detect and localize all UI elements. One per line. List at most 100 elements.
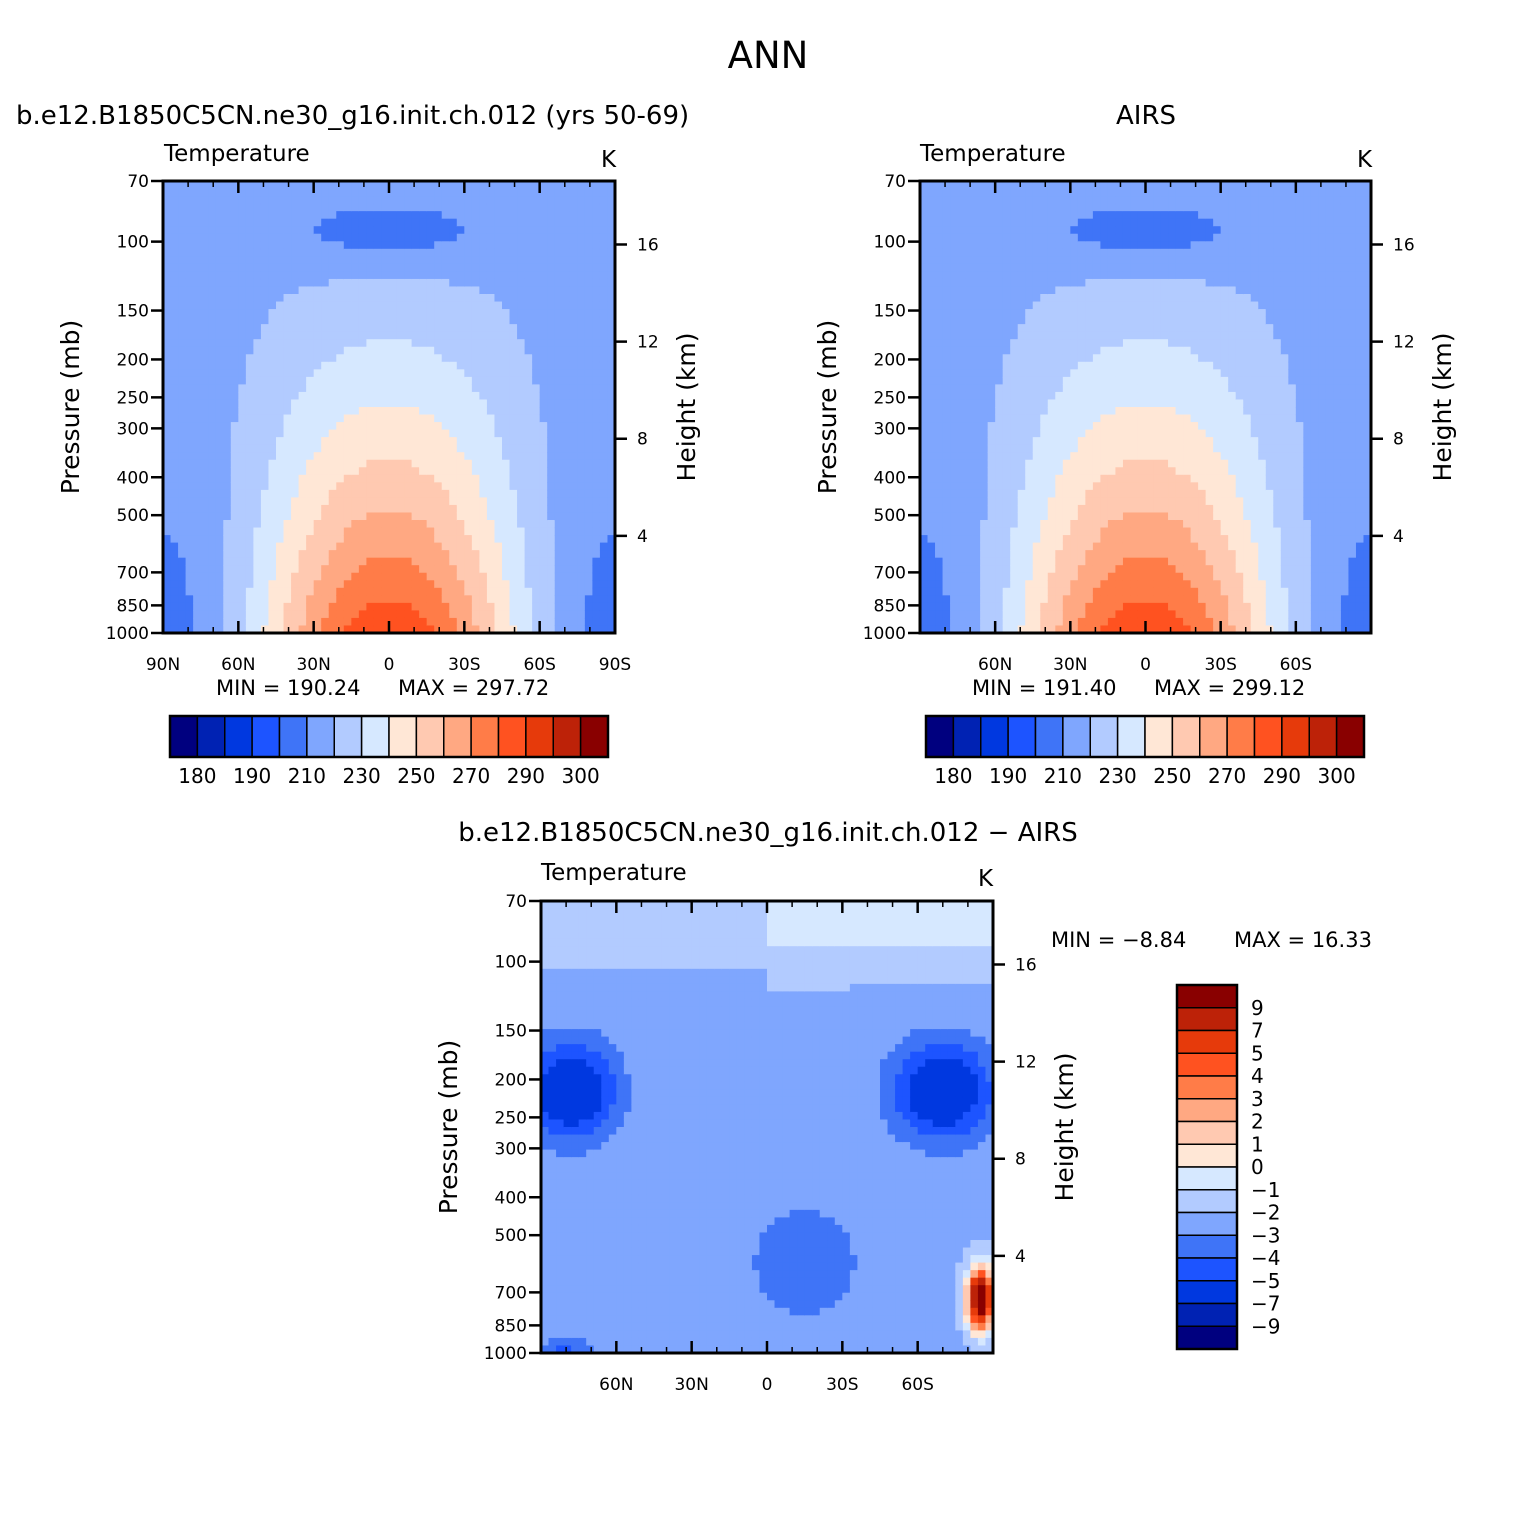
field-cell [935,474,944,483]
field-cell [1062,572,1071,581]
field-cell [569,294,578,303]
field-cell [547,467,556,476]
field-cell [494,504,503,514]
field-cell [464,188,473,197]
field-cell [449,459,458,468]
field-cell [972,376,981,385]
field-cell [253,271,262,280]
panel-model: b.e12.B1850C5CN.ne30_g16.init.ch.012 (yr… [16,101,701,788]
field-cell [178,422,187,431]
field-cell [569,527,578,536]
field-cell [1040,324,1049,333]
field-cell [599,437,609,446]
field-cell [389,587,398,596]
field-cell [343,497,352,506]
field-cell [1077,294,1086,303]
field-cell [1010,625,1019,634]
field-cell [313,580,322,589]
field-cell [291,580,300,589]
field-cell [441,339,450,348]
field-cell [1062,203,1071,212]
field-cell [607,203,616,212]
field-cell [193,437,202,446]
field-cell [950,520,959,529]
field-cell [298,248,307,257]
field-cell [547,369,556,378]
field-cell [343,286,352,295]
field-cell [592,595,601,604]
field-cell [599,211,609,220]
field-cell [306,497,315,506]
field-cell [1032,399,1041,408]
field-cell [502,294,511,303]
field-cell [577,504,586,514]
field-cell [328,324,337,333]
field-cell [381,542,390,551]
field-cell [509,595,518,604]
field-cell [486,422,496,431]
field-cell [230,595,239,604]
field-cell [215,339,224,348]
field-cell [208,241,217,250]
field-cell [547,294,556,303]
field-cell [920,211,929,220]
field-cell [995,384,1004,393]
field-cell [1055,572,1064,581]
field-cell [185,550,194,559]
field-cell [502,263,511,272]
field-cell [479,361,488,370]
field-cell [253,520,262,529]
field-cell [1047,587,1056,596]
field-cell [434,459,443,468]
field-cell [351,324,360,333]
field-cell [170,399,179,408]
field-cell [1032,263,1041,272]
field-cell [1025,399,1034,408]
field-cell [389,316,398,325]
field-cell [1025,474,1034,483]
field-cell [381,294,390,303]
field-cell [253,196,262,205]
field-cell [170,309,179,318]
field-cell [1040,271,1049,280]
field-cell [366,263,375,272]
field-cell [336,376,345,385]
field-cell [1032,452,1041,461]
field-cell [927,324,936,333]
field-cell [599,527,609,536]
field-cell [223,211,232,220]
field-cell [554,580,563,589]
field-cell [366,196,375,205]
field-cell [230,271,239,280]
field-cell [291,512,300,521]
field-cell [253,331,262,340]
field-cell [208,294,217,303]
field-cell [343,301,352,310]
field-cell [245,429,254,438]
field-cell [456,602,465,611]
field-cell [268,407,277,416]
field-cell [1062,384,1071,393]
field-cell [178,391,187,401]
field-cell [965,294,974,303]
field-cell [502,550,511,559]
field-cell [268,361,277,370]
field-cell [599,610,609,619]
field-cell [494,263,503,272]
field-cell [396,181,405,190]
field-cell [935,542,944,551]
field-cell [592,467,601,476]
field-cell [554,504,563,514]
field-cell [1025,339,1034,348]
field-cell [1040,565,1049,574]
field-cell [419,557,428,566]
field-cell [434,376,443,385]
field-cell [987,301,996,310]
field-cell [268,565,277,574]
field-cell [502,474,511,483]
field-cell [577,407,586,416]
field-cell [291,354,300,363]
field-cell [389,376,398,385]
field-cell [411,437,420,446]
field-cell [569,617,578,627]
